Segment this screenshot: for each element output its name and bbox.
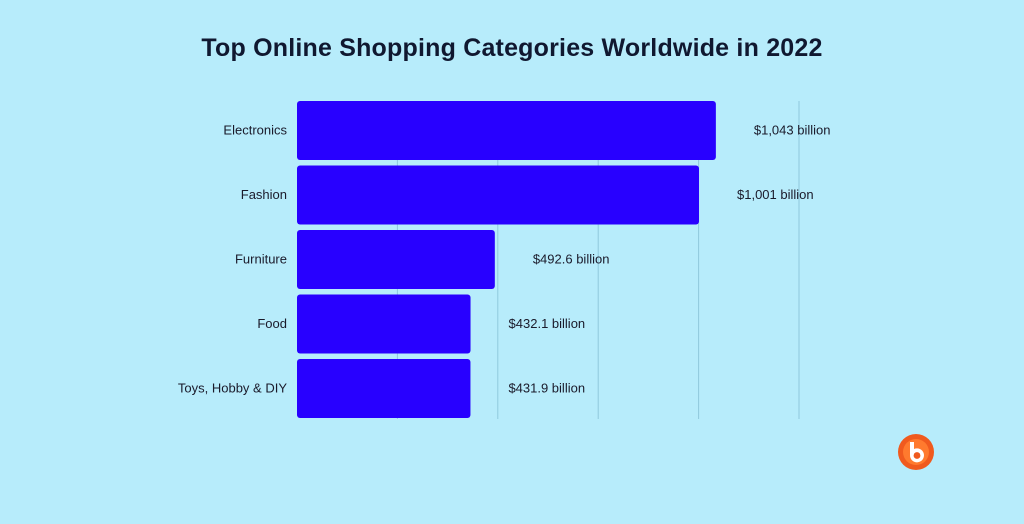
category-label: Fashion — [241, 187, 287, 202]
value-label: $1,043 billion — [754, 123, 831, 138]
bar-1 — [297, 165, 700, 225]
chart-title: Top Online Shopping Categories Worldwide… — [201, 34, 823, 62]
bar-0 — [297, 101, 716, 160]
brand-b-logo-icon — [898, 434, 934, 470]
value-label: $1,001 billion — [737, 187, 814, 202]
bar-4 — [297, 359, 471, 418]
value-label: $432.1 billion — [509, 316, 586, 331]
category-label: Electronics — [223, 123, 287, 138]
category-label: Furniture — [235, 252, 287, 267]
value-label: $431.9 billion — [508, 381, 585, 396]
bar-2 — [297, 230, 495, 289]
category-label: Food — [257, 316, 287, 331]
bar-3 — [297, 294, 471, 354]
value-label: $492.6 billion — [533, 252, 610, 267]
category-label: Toys, Hobby & DIY — [178, 381, 287, 396]
